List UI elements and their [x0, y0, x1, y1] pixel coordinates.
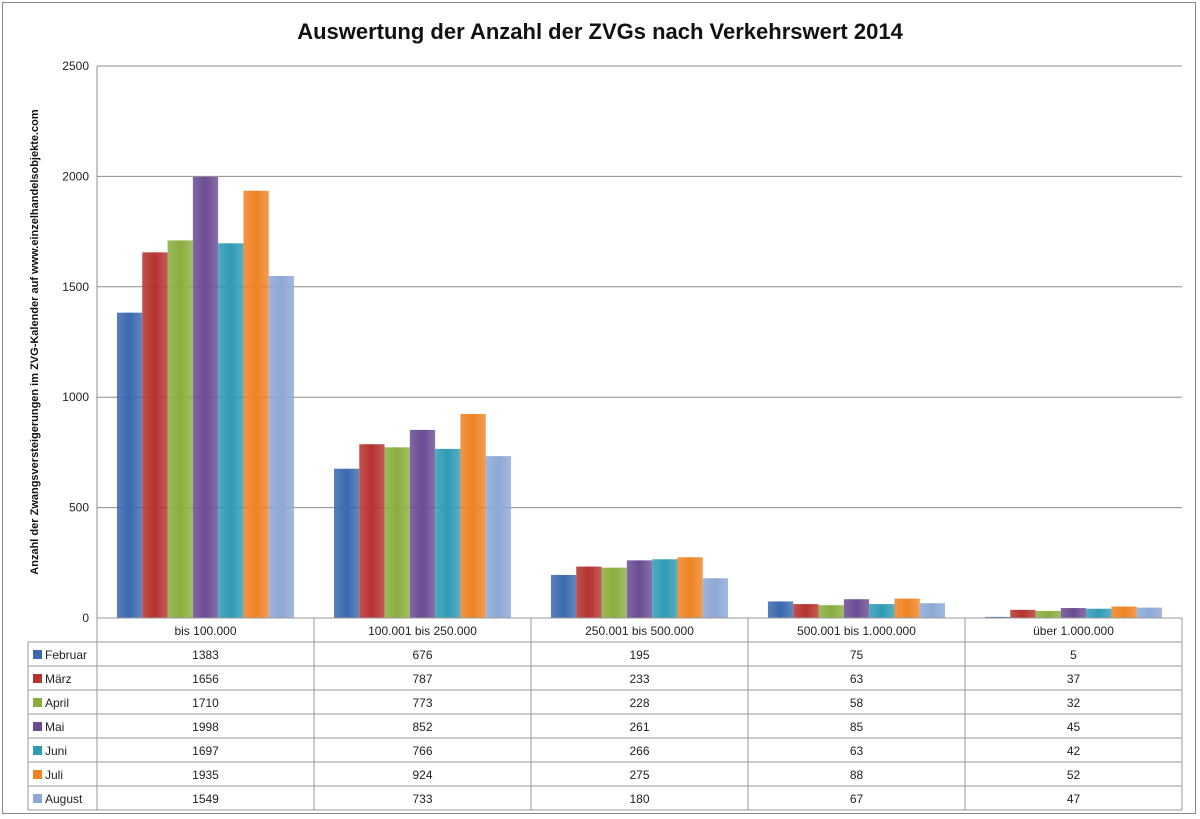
bar-märz [359, 444, 385, 618]
bar-februar [767, 601, 794, 618]
y-tick-label: 0 [82, 611, 89, 625]
bar-juni [1086, 608, 1112, 618]
table-cell: 1656 [192, 672, 219, 686]
bar-august [268, 275, 295, 618]
table-cell: 275 [629, 768, 649, 782]
table-cell: 787 [412, 672, 432, 686]
table-cell: 766 [412, 744, 432, 758]
chart-title: Auswertung der Anzahl der ZVGs nach Verk… [297, 19, 903, 44]
table-cell: 924 [412, 768, 432, 782]
bar-juni [869, 604, 895, 618]
bar-april [601, 567, 627, 618]
y-tick-label: 1000 [62, 390, 89, 404]
category-label: 250.001 bis 500.000 [585, 624, 694, 638]
bar-august [1136, 607, 1163, 618]
bar-april [818, 605, 844, 618]
category-label: 500.001 bis 1.000.000 [797, 624, 916, 638]
bar-juni [435, 448, 461, 618]
table-cell: 1383 [192, 648, 219, 662]
table-cell: 37 [1067, 672, 1081, 686]
legend-label: Mai [45, 720, 64, 734]
table-cell: 67 [850, 792, 864, 806]
table-cell: 63 [850, 672, 864, 686]
table-cell: 1710 [192, 696, 219, 710]
table-cell: 85 [850, 720, 864, 734]
bar-august [919, 603, 946, 618]
table-cell: 75 [850, 648, 864, 662]
y-axis-label: Anzahl der Zwangsversteigerungen im ZVG-… [29, 109, 41, 575]
legend-swatch [33, 794, 42, 803]
table-cell: 32 [1067, 696, 1081, 710]
legend-label: März [45, 672, 72, 686]
table-cell: 195 [629, 648, 649, 662]
legend-label: Juni [45, 744, 67, 758]
y-tick-label: 2000 [62, 169, 89, 183]
bar-august [485, 456, 512, 618]
legend-swatch [33, 770, 42, 779]
legend-label: April [45, 696, 69, 710]
bar-februar [984, 616, 1011, 618]
legend-swatch [33, 674, 42, 683]
table-cell: 5 [1070, 648, 1077, 662]
bar-juli [243, 190, 269, 618]
table-cell: 42 [1067, 744, 1081, 758]
table-cell: 1998 [192, 720, 219, 734]
table-cell: 676 [412, 648, 432, 662]
legend-label: Februar [45, 648, 87, 662]
bar-juli [894, 598, 920, 618]
y-tick-label: 500 [69, 501, 89, 515]
table-cell: 773 [412, 696, 432, 710]
table-cell: 52 [1067, 768, 1081, 782]
table-cell: 63 [850, 744, 864, 758]
table-cell: 58 [850, 696, 864, 710]
bar-juli [1111, 606, 1137, 618]
bar-märz [142, 252, 168, 618]
bar-juli [460, 413, 486, 618]
table-cell: 47 [1067, 792, 1081, 806]
table-cell: 45 [1067, 720, 1081, 734]
table-cell: 1549 [192, 792, 219, 806]
table-cell: 228 [629, 696, 649, 710]
bar-märz [1010, 609, 1036, 618]
table-cell: 1697 [192, 744, 219, 758]
table-cell: 261 [629, 720, 649, 734]
legend-swatch [33, 722, 42, 731]
bar-mai [409, 429, 436, 618]
bar-mai [192, 176, 219, 618]
table-cell: 852 [412, 720, 432, 734]
bar-august [702, 578, 729, 618]
bar-februar [550, 574, 577, 618]
bar-april [384, 447, 410, 618]
legend-label: Juli [45, 768, 63, 782]
bar-juni [218, 243, 244, 618]
category-label: bis 100.000 [174, 624, 236, 638]
legend-swatch [33, 650, 42, 659]
legend-swatch [33, 698, 42, 707]
bar-april [167, 240, 193, 618]
table-cell: 733 [412, 792, 432, 806]
bar-februar [116, 312, 143, 618]
bar-april [1035, 610, 1061, 618]
legend-label: August [45, 792, 83, 806]
bar-juli [677, 557, 703, 618]
legend-swatch [33, 746, 42, 755]
bar-märz [793, 604, 819, 618]
table-cell: 266 [629, 744, 649, 758]
bar-mai [843, 599, 870, 618]
y-tick-label: 2500 [62, 59, 89, 73]
category-label: über 1.000.000 [1033, 624, 1114, 638]
y-tick-label: 1500 [62, 280, 89, 294]
category-label: 100.001 bis 250.000 [368, 624, 477, 638]
bar-märz [576, 566, 602, 618]
bar-mai [1060, 608, 1087, 618]
table-cell: 180 [629, 792, 649, 806]
bar-februar [333, 468, 360, 618]
bar-juni [652, 559, 678, 618]
table-cell: 1935 [192, 768, 219, 782]
bar-mai [626, 560, 653, 618]
table-cell: 233 [629, 672, 649, 686]
table-cell: 88 [850, 768, 864, 782]
